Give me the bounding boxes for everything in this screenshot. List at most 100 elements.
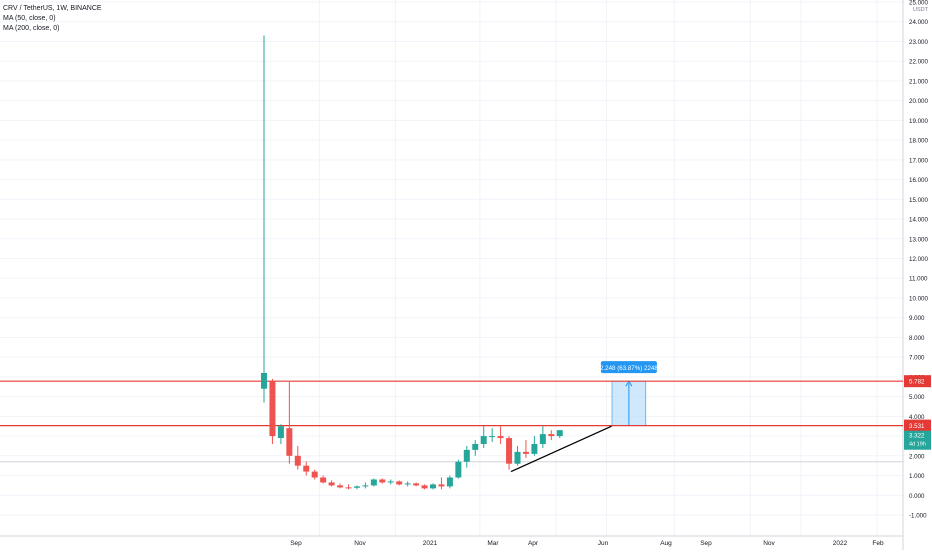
time-tick-label: Sep	[700, 540, 712, 547]
candle-body	[396, 481, 403, 485]
price-tick-label: 23.000	[909, 39, 928, 46]
price-tick-label: 11.000	[909, 276, 928, 283]
candle	[421, 484, 428, 490]
trendline	[510, 425, 612, 473]
time-tick-label: Jun	[598, 540, 609, 547]
candle	[522, 440, 529, 458]
current-price-countdown: 4d 19h	[909, 442, 926, 448]
price-tick-label: 14.000	[909, 217, 928, 224]
candle	[370, 478, 377, 487]
price-tick-label: 16.000	[909, 177, 928, 184]
candle	[353, 485, 360, 490]
candle-body	[387, 481, 394, 483]
chart-legend: CRV / TetherUS, 1W, BINANCE MA (50, clos…	[3, 4, 102, 34]
price-axis: 25.000 24.000 23.000 22.000 21.000 20.000 19.0…	[904, 0, 931, 520]
price-tick-label: 1.000	[909, 473, 925, 480]
price-tick-label: 19.000	[909, 118, 928, 125]
candle-body	[455, 461, 462, 478]
time-tick-label: Feb	[872, 540, 884, 547]
candle	[277, 424, 284, 444]
price-tick-label: 15.000	[909, 197, 928, 204]
price-tick-label: 5.000	[909, 394, 925, 401]
price-tick-label: 10.000	[909, 295, 928, 302]
candle	[463, 445, 470, 468]
candle	[345, 484, 352, 490]
candle	[489, 428, 496, 442]
candle	[438, 477, 445, 490]
candle	[337, 483, 344, 489]
candle	[480, 426, 487, 448]
time-tick-label: Aug	[660, 540, 672, 547]
legend-symbol[interactable]: CRV / TetherUS, 1W, BINANCE	[3, 5, 102, 12]
candle-body	[277, 426, 284, 439]
candle	[387, 479, 394, 485]
price-tick-label: 4.000	[909, 414, 925, 421]
hline-price-badge	[904, 375, 931, 388]
candle	[413, 482, 420, 487]
time-tick-label: Nov	[354, 540, 366, 547]
candle	[539, 426, 546, 448]
current-price-label: 3.322	[909, 433, 925, 440]
candle-body	[506, 438, 513, 464]
candle	[531, 436, 538, 456]
candle-body	[430, 484, 436, 489]
candle	[303, 461, 310, 476]
time-tick-label: Sep	[290, 540, 302, 547]
candle-body	[480, 436, 487, 444]
candles	[261, 35, 563, 490]
candle-body	[446, 477, 453, 487]
candle-body	[320, 477, 327, 483]
candle	[446, 475, 453, 489]
candle	[286, 380, 293, 464]
candle	[455, 459, 462, 479]
candle	[472, 440, 479, 456]
candle-body	[379, 479, 386, 483]
price-tick-label: 17.000	[909, 157, 928, 164]
candle-body	[261, 372, 267, 389]
time-tick-label: Apr	[528, 540, 539, 547]
price-tick-label: -1.000	[909, 513, 927, 520]
candle-body	[522, 451, 529, 454]
candle	[261, 35, 267, 403]
candle	[430, 483, 436, 490]
candle	[379, 478, 386, 484]
candle-body	[489, 436, 496, 438]
price-tick-label: 22.000	[909, 59, 928, 66]
legend-ma50[interactable]: MA (50, close, 0)	[3, 15, 56, 22]
candle-body	[328, 482, 335, 486]
legend-ma200[interactable]: MA (200, close, 0)	[3, 25, 60, 32]
time-tick-label: Mar	[487, 540, 499, 547]
price-tick-label: 20.000	[909, 98, 928, 105]
candle	[269, 378, 276, 444]
candle-body	[463, 449, 470, 462]
candle	[497, 426, 504, 444]
price-tick-label: 9.000	[909, 315, 925, 322]
candle-body	[303, 465, 310, 472]
price-tick-label: 24.000	[909, 19, 928, 26]
candle	[328, 480, 335, 487]
candle-body	[539, 434, 546, 444]
candle	[514, 445, 521, 466]
price-axis-currency: USDT	[913, 7, 929, 13]
candle	[556, 430, 563, 439]
candle-body	[404, 483, 411, 485]
price-tick-label: 25.000	[909, 0, 928, 7]
candle	[362, 482, 369, 489]
price-tick-label: 21.000	[909, 78, 928, 85]
candle	[294, 445, 301, 470]
candle	[311, 469, 318, 480]
time-tick-label: 2021	[423, 540, 438, 547]
hline-price-badge	[904, 419, 931, 432]
price-tick-label: 0.000	[909, 493, 925, 500]
hline-price-badge-label: 3.531	[909, 423, 925, 430]
grid-lines	[0, 0, 903, 536]
candle	[404, 481, 411, 487]
measure-label-bg	[600, 361, 657, 374]
price-tick-label: 7.000	[909, 355, 925, 362]
hline-price-badge-label: 5.782	[909, 379, 925, 386]
candle-body	[438, 484, 445, 487]
candle-body	[548, 434, 555, 437]
price-tick-label: 18.000	[909, 138, 928, 145]
